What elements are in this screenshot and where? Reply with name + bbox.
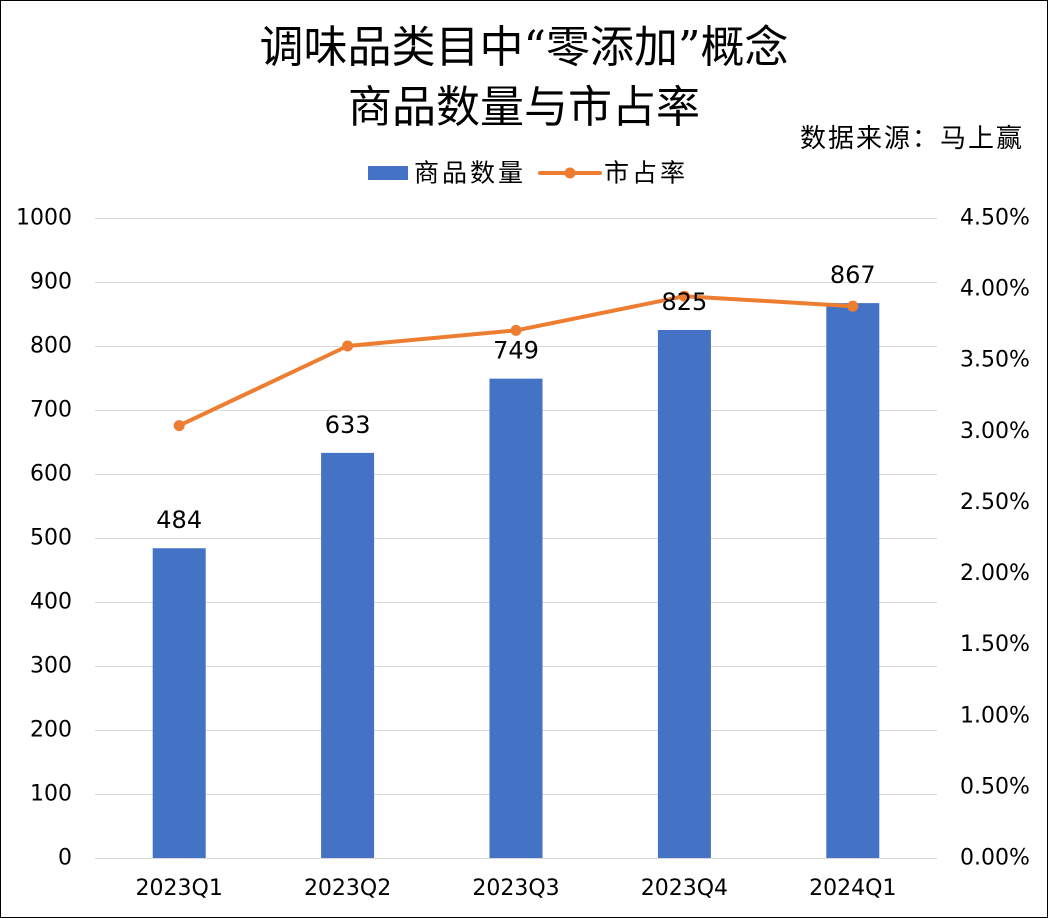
left-axis-tick-label: 400 (30, 590, 72, 615)
legend-swatch-quantity (368, 166, 408, 180)
bar-data-label: 867 (830, 261, 876, 289)
legend-label-share: 市占率 (604, 159, 688, 188)
bar-data-labels: 484 633 749 825 867 (156, 261, 875, 534)
bar-data-label: 484 (156, 506, 202, 534)
left-axis-tick-label: 100 (30, 782, 72, 807)
right-axis-tick-label: 2.50% (960, 490, 1030, 515)
left-axis-tick-label: 700 (30, 398, 72, 423)
right-axis-tick-label: 0.50% (960, 774, 1030, 799)
left-axis-tick-label: 0 (58, 846, 72, 871)
category-label: 2023Q1 (136, 876, 223, 901)
category-label: 2024Q1 (809, 876, 896, 901)
category-label: 2023Q4 (641, 876, 728, 901)
left-axis-tick-label: 800 (30, 334, 72, 359)
right-axis-tick-label: 1.00% (960, 703, 1030, 728)
legend-label-quantity: 商品数量 (414, 159, 526, 188)
x-axis: 2023Q1 2023Q2 2023Q3 2023Q4 2024Q1 (136, 876, 897, 901)
chart-title-line2: 商品数量与市占率 (348, 82, 700, 133)
left-axis-tick-label: 600 (30, 462, 72, 487)
bar (152, 548, 206, 858)
source-note: 数据来源：马上赢 (800, 124, 1024, 154)
right-axis-tick-label: 3.50% (960, 348, 1030, 373)
left-axis-tick-label: 900 (30, 270, 72, 295)
category-label: 2023Q2 (304, 876, 391, 901)
left-axis: 0 100 200 300 400 500 600 700 800 900 1000 (16, 206, 72, 871)
legend: 商品数量 市占率 (368, 159, 688, 188)
right-axis-tick-label: 4.50% (960, 206, 1030, 231)
share-point (678, 290, 690, 302)
share-point (847, 300, 859, 312)
legend-swatch-share-marker (564, 167, 576, 179)
right-axis-tick-label: 3.00% (960, 419, 1030, 444)
bar (489, 378, 543, 858)
bar (826, 303, 880, 858)
bar-data-label: 749 (493, 337, 539, 365)
category-label: 2023Q3 (472, 876, 559, 901)
share-point (173, 420, 185, 432)
right-axis-tick-label: 0.00% (960, 846, 1030, 871)
right-axis-tick-label: 2.00% (960, 561, 1030, 586)
bar-data-label: 825 (661, 288, 707, 316)
bar (657, 330, 711, 858)
share-point (342, 340, 354, 352)
right-axis-tick-label: 1.50% (960, 632, 1030, 657)
share-point (510, 324, 522, 336)
left-axis-tick-label: 500 (30, 526, 72, 551)
bar-data-label: 633 (325, 411, 371, 439)
bar-series-quantity (152, 303, 880, 858)
left-axis-tick-label: 300 (30, 654, 72, 679)
chart-title-line1: 调味品类目中“零添加”概念 (260, 22, 789, 73)
bar (321, 452, 375, 858)
left-axis-tick-label: 200 (30, 718, 72, 743)
line-series-share (173, 290, 859, 432)
right-axis-tick-label: 4.00% (960, 277, 1030, 302)
right-axis: 0.00% 0.50% 1.00% 1.50% 2.00% 2.50% 3.00% 3.50%… (960, 206, 1030, 871)
left-axis-tick-label: 1000 (16, 206, 72, 231)
